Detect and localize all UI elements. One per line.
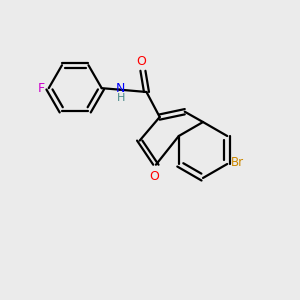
Text: F: F	[38, 82, 45, 95]
Text: N: N	[116, 82, 125, 95]
Text: O: O	[136, 55, 146, 68]
Text: Br: Br	[231, 156, 244, 169]
Text: O: O	[149, 170, 159, 183]
Text: H: H	[117, 94, 125, 103]
